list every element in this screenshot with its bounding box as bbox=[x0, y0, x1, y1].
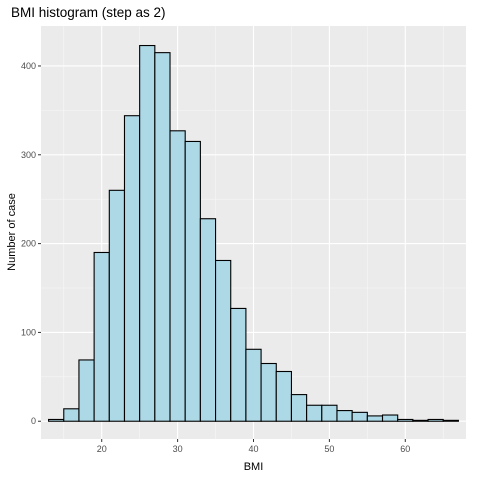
x-axis: 20 30 40 50 60 bbox=[97, 439, 410, 454]
histogram-bar bbox=[93, 251, 110, 422]
y-tick-label: 200 bbox=[21, 239, 36, 249]
histogram-bar bbox=[412, 419, 429, 422]
histogram-bar bbox=[63, 408, 80, 422]
histogram-bar bbox=[245, 348, 262, 422]
y-tick-label: 100 bbox=[21, 327, 36, 337]
histogram-bar bbox=[306, 404, 323, 422]
histogram-bar bbox=[108, 189, 126, 422]
histogram-bar bbox=[215, 259, 232, 422]
x-tick-label: 30 bbox=[173, 444, 183, 454]
y-tick-label: 400 bbox=[21, 61, 36, 71]
histogram-bar bbox=[290, 394, 308, 422]
histogram-bar bbox=[397, 418, 414, 422]
x-tick-label: 40 bbox=[248, 444, 258, 454]
histogram-bar bbox=[427, 418, 444, 422]
histogram-bar bbox=[199, 218, 217, 422]
y-axis: 0 100 200 300 400 bbox=[21, 61, 41, 426]
y-axis-title: Number of case bbox=[6, 193, 18, 271]
x-tick-label: 20 bbox=[97, 444, 107, 454]
histogram-bar bbox=[123, 115, 141, 422]
histogram-bar bbox=[230, 307, 247, 422]
histogram-bar bbox=[336, 410, 353, 422]
histogram-bar bbox=[321, 404, 338, 422]
histogram-bar bbox=[260, 362, 277, 422]
histogram-bars bbox=[48, 44, 459, 422]
histogram-bar bbox=[169, 130, 186, 422]
histogram-bar bbox=[351, 411, 368, 422]
histogram-bar bbox=[366, 415, 384, 422]
histogram-bar bbox=[78, 359, 95, 422]
y-tick-label: 0 bbox=[31, 416, 36, 426]
histogram-bar bbox=[275, 370, 292, 422]
histogram-bar bbox=[139, 44, 156, 422]
histogram-bar bbox=[154, 52, 171, 422]
histogram-bar bbox=[184, 140, 201, 422]
x-tick-label: 60 bbox=[400, 444, 410, 454]
chart-title: BMI histogram (step as 2) bbox=[11, 5, 166, 20]
y-tick-label: 300 bbox=[21, 150, 36, 160]
histogram-bar bbox=[381, 414, 399, 422]
x-tick-label: 50 bbox=[324, 444, 334, 454]
histogram-bar bbox=[48, 418, 65, 422]
histogram-bar bbox=[442, 419, 459, 422]
x-axis-title: BMI bbox=[244, 461, 264, 473]
